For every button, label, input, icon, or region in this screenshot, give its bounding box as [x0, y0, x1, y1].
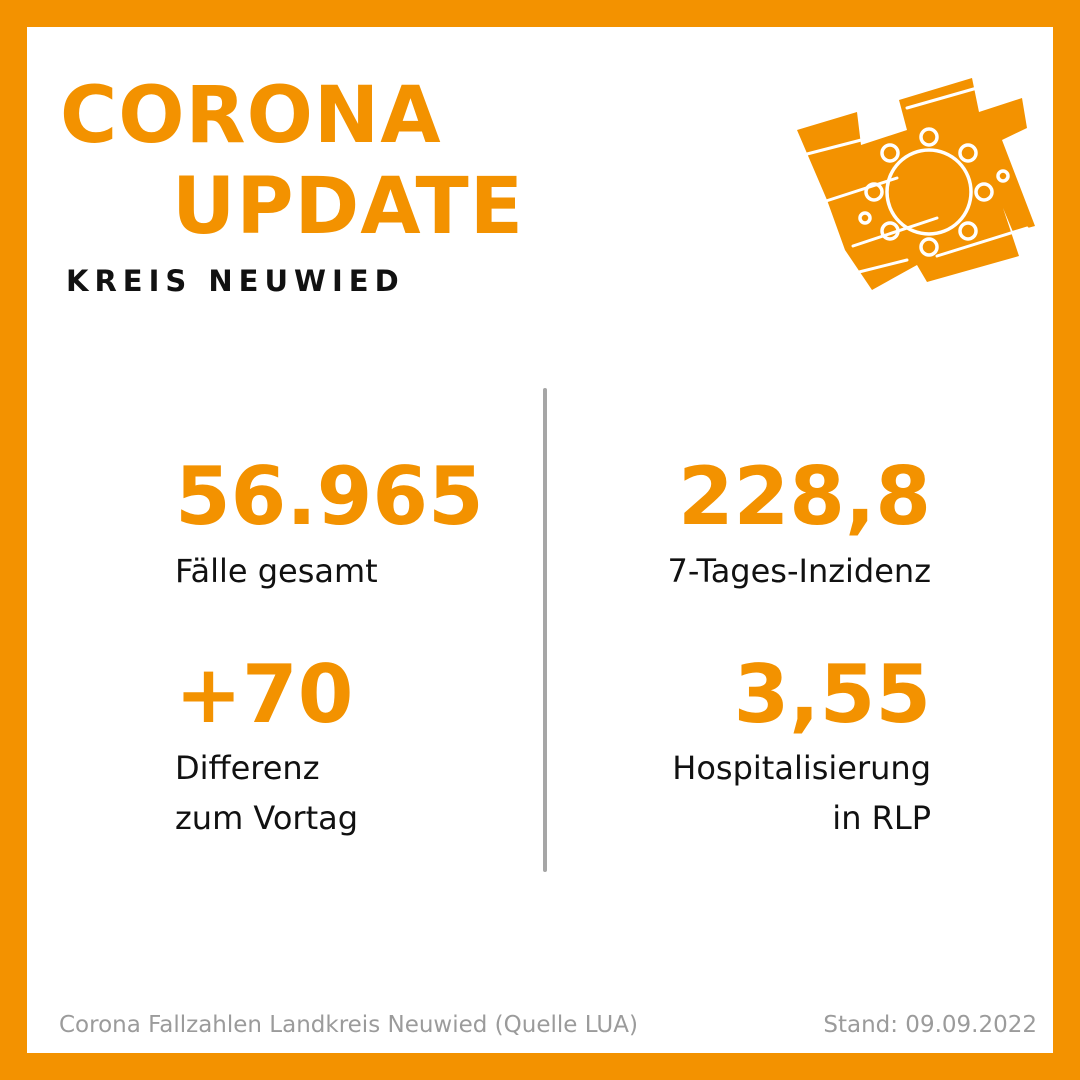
hospitalization-label: Hospitalisierung in RLP — [672, 749, 931, 837]
title-line-2: UPDATE — [172, 162, 525, 252]
difference-label: Differenz zum Vortag — [175, 749, 359, 837]
source-note: Corona Fallzahlen Landkreis Neuwied (Que… — [59, 1012, 638, 1038]
total-cases-value: 56.965 — [175, 450, 484, 543]
hospitalization-value: 3,55 — [733, 648, 931, 741]
title-line-1: CORONA — [60, 71, 442, 161]
difference-value: +70 — [175, 648, 354, 741]
incidence-value: 228,8 — [677, 450, 931, 543]
column-divider — [543, 388, 547, 872]
info-card: CORONA UPDATE KREIS NEUWIED — [27, 27, 1053, 1053]
incidence-label: 7-Tages-Inzidenz — [667, 552, 931, 590]
date-stamp: Stand: 09.09.2022 — [823, 1012, 1037, 1038]
region-subtitle: KREIS NEUWIED — [66, 264, 405, 298]
total-cases-label: Fälle gesamt — [175, 552, 378, 590]
virus-on-crown-logo-icon — [797, 78, 1035, 290]
